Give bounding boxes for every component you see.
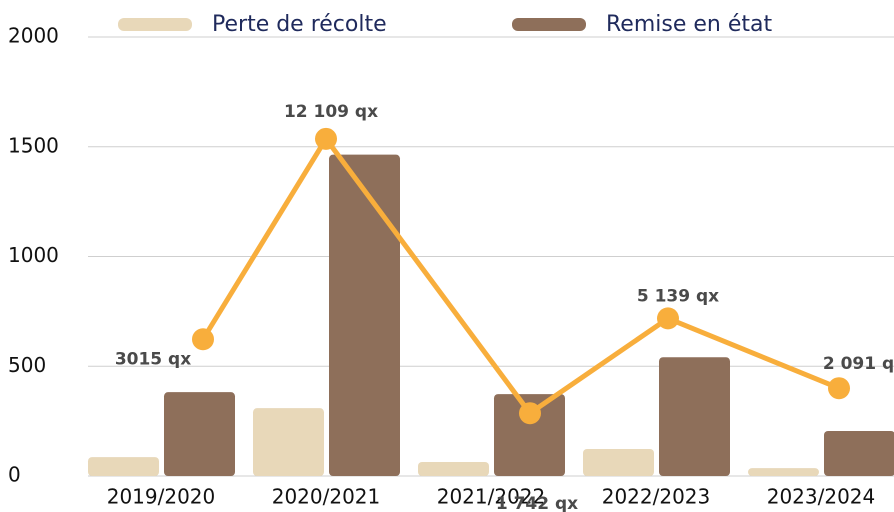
bar: [824, 431, 894, 476]
line-point: [315, 127, 337, 150]
x-tick-label: 2023/2024: [767, 485, 876, 509]
bar: [253, 408, 324, 476]
y-tick-label: 1500: [8, 133, 59, 157]
bar: [494, 394, 565, 476]
x-tick-label: 2019/2020: [107, 485, 216, 509]
y-tick-label: 500: [8, 353, 46, 377]
x-tick-label: 2022/2023: [602, 485, 711, 509]
line-point: [519, 402, 541, 425]
bar: [164, 392, 235, 476]
bar: [329, 154, 400, 477]
data-label: 3015 qx: [115, 349, 191, 369]
bar: [88, 457, 159, 476]
y-tick-label: 1000: [8, 243, 59, 267]
line-point: [192, 328, 214, 351]
x-tick-label: 2021/2022: [437, 485, 546, 509]
legend-swatch: [118, 18, 192, 31]
data-label: 2 091 qx: [823, 354, 894, 374]
line-point: [657, 307, 679, 330]
x-tick-label: 2020/2021: [272, 485, 381, 509]
bar: [748, 468, 819, 476]
y-tick-label: 0: [8, 463, 21, 487]
bar: [418, 461, 489, 476]
line: [200, 136, 840, 416]
y-tick-label: 2000: [8, 24, 59, 48]
legend-label: Remise en état: [606, 12, 772, 37]
bar: [583, 449, 654, 476]
data-label: 5 139 qx: [637, 286, 719, 306]
legend-swatch: [512, 18, 586, 31]
line-point: [828, 377, 850, 400]
data-label: 12 109 qx: [284, 102, 378, 122]
bar: [659, 357, 730, 476]
legend-label: Perte de récolte: [212, 12, 387, 37]
data-label: 1 742 qx: [496, 494, 578, 512]
